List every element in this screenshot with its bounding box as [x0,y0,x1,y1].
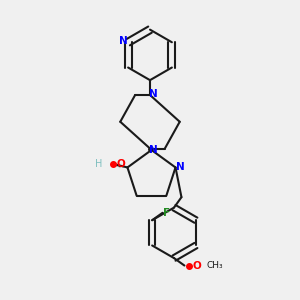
Text: CH₃: CH₃ [207,261,223,270]
Text: N: N [176,163,184,172]
Text: O: O [193,260,201,271]
Text: N: N [149,88,158,98]
Text: O: O [116,159,125,169]
Text: N: N [149,145,158,155]
Text: N: N [119,36,128,46]
Text: H: H [95,159,103,169]
Text: F: F [163,208,170,218]
